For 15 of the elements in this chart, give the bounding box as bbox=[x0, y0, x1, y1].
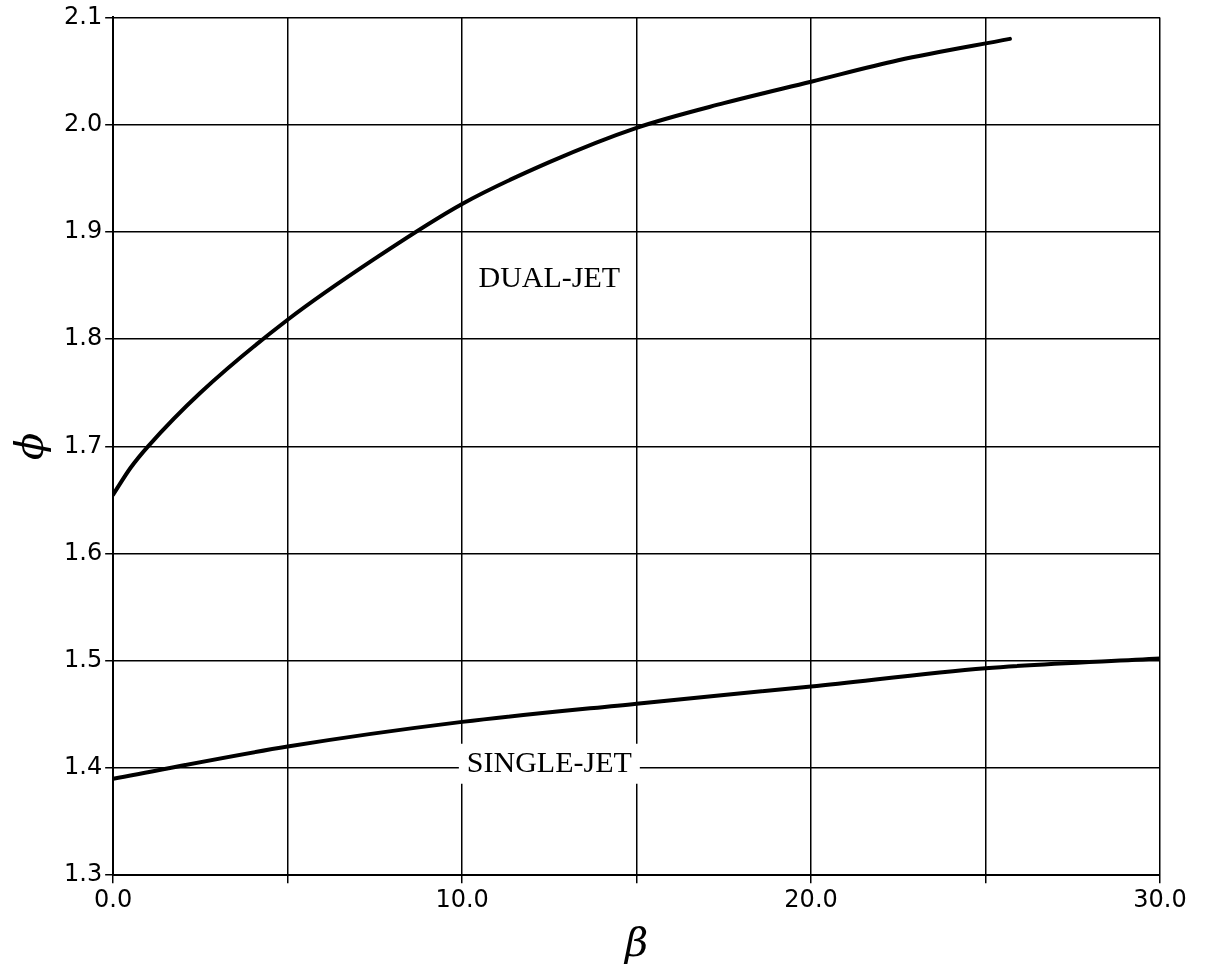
series-label: DUAL-JET bbox=[478, 259, 621, 293]
y-axis-title: ϕ bbox=[6, 432, 53, 460]
y-tick-label: 1.8 bbox=[64, 323, 103, 352]
y-tick-label: 2.0 bbox=[64, 108, 103, 137]
y-tick-label: 1.9 bbox=[64, 216, 103, 245]
y-tick-label: 1.5 bbox=[64, 644, 103, 673]
y-tick-label: 2.1 bbox=[64, 1, 103, 30]
series-label: SINGLE-JET bbox=[466, 744, 632, 778]
y-tick-label: 1.6 bbox=[64, 537, 103, 566]
x-tick-label: 20.0 bbox=[784, 884, 838, 913]
y-tick-label: 1.7 bbox=[64, 430, 103, 459]
x-tick-label: 10.0 bbox=[435, 884, 489, 913]
x-tick-label: 30.0 bbox=[1133, 884, 1187, 913]
x-axis-title: β bbox=[623, 919, 649, 966]
y-tick-label: 1.4 bbox=[64, 752, 103, 781]
